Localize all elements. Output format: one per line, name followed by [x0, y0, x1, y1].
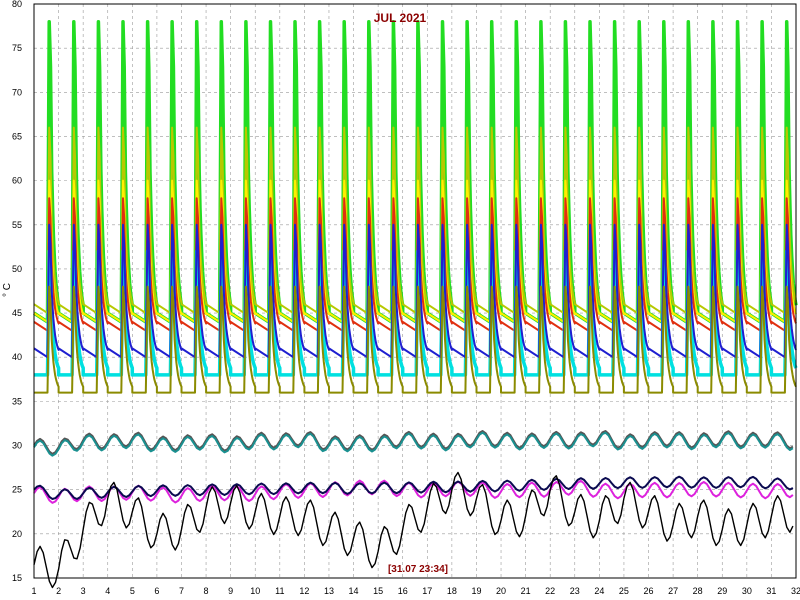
x-tick-label: 30 — [742, 586, 752, 596]
x-tick-label: 4 — [105, 586, 110, 596]
x-tick-label: 27 — [668, 586, 678, 596]
x-tick-label: 23 — [570, 586, 580, 596]
x-tick-label: 24 — [594, 586, 604, 596]
daily-profile-line — [33, 126, 797, 315]
y-tick-label: 55 — [12, 220, 22, 230]
y-tick-label: 35 — [12, 396, 22, 406]
x-tick-label: 26 — [644, 586, 654, 596]
y-tick-label: 45 — [12, 308, 22, 318]
x-tick-label: 22 — [545, 586, 555, 596]
x-tick-label: 21 — [521, 586, 531, 596]
x-tick-label: 15 — [373, 586, 383, 596]
series-line — [33, 475, 794, 500]
y-tick-label: 65 — [12, 131, 22, 141]
series-line — [33, 479, 794, 504]
x-tick-label: 2 — [56, 586, 61, 596]
y-tick-label: 50 — [12, 264, 22, 274]
x-tick-label: 19 — [471, 586, 481, 596]
x-tick-label: 20 — [496, 586, 506, 596]
y-tick-label: 40 — [12, 352, 22, 362]
x-tick-label: 18 — [447, 586, 457, 596]
y-tick-label: 70 — [12, 87, 22, 97]
x-tick-label: 3 — [81, 586, 86, 596]
x-tick-label: 14 — [349, 586, 359, 596]
daily-profile-line — [33, 197, 797, 332]
plot-frame — [33, 3, 797, 579]
series-layer — [33, 19, 798, 589]
x-tick-label: 1 — [31, 586, 36, 596]
daily-profile-line — [34, 285, 797, 394]
y-tick-label: 25 — [12, 485, 22, 495]
y-tick-label: 80 — [12, 0, 22, 9]
x-tick-label: 6 — [154, 586, 159, 596]
x-tick-label: 31 — [766, 586, 776, 596]
x-tick-label: 32 — [791, 586, 800, 596]
chart-title: JUL 2021 — [374, 11, 427, 25]
x-tick-label: 13 — [324, 586, 334, 596]
x-tick-label: 5 — [130, 586, 135, 596]
x-tick-label: 8 — [204, 586, 209, 596]
x-tick-label: 17 — [422, 586, 432, 596]
x-tick-label: 10 — [250, 586, 260, 596]
x-tick-label: 12 — [299, 586, 309, 596]
y-tick-label: 75 — [12, 43, 22, 53]
y-axis-label: ° C — [2, 283, 13, 297]
x-tick-label: 29 — [717, 586, 727, 596]
series-line — [33, 471, 794, 589]
tick-labels: 1 2 3 4 5 6 7 8 9 10 11 12 13 14 15 16 17 18 19 20 21 22 23 24 2… — [12, 0, 800, 596]
x-tick-label: 11 — [275, 586, 284, 596]
x-tick-label: 28 — [693, 586, 703, 596]
y-tick-label: 15 — [12, 573, 22, 583]
y-tick-label: 60 — [12, 176, 22, 186]
cursor-readout: [31.07 23:34] — [388, 564, 448, 575]
series-line — [33, 431, 794, 457]
y-tick-label: 20 — [12, 529, 22, 539]
y-tick-label: 30 — [12, 441, 22, 451]
daily-profile-line — [33, 223, 797, 359]
x-tick-label: 7 — [179, 586, 184, 596]
x-tick-label: 16 — [398, 586, 408, 596]
x-tick-label: 25 — [619, 586, 629, 596]
x-tick-label: 9 — [228, 586, 233, 596]
